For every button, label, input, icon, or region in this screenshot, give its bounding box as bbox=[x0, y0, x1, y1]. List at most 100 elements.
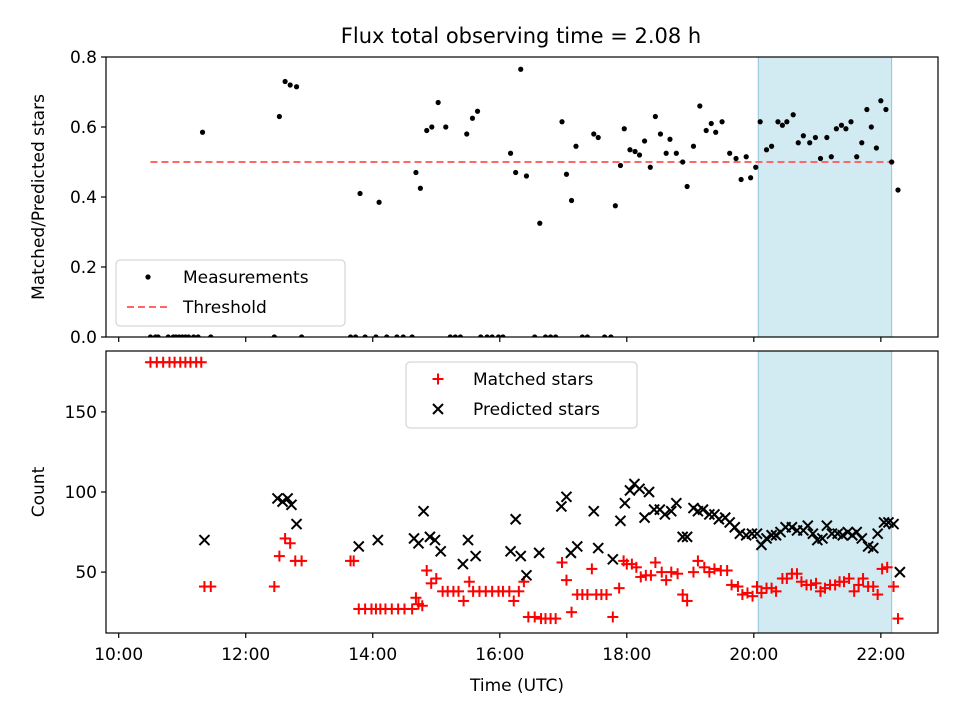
measurement-point bbox=[155, 334, 161, 337]
predicted-star-point bbox=[676, 531, 689, 543]
measurement-point bbox=[895, 187, 901, 193]
count-panel: 50 100 150 10:00 12:00 14:00 16:00 18:00 20:00 22… bbox=[29, 350, 939, 696]
predicted-star-point-b bbox=[670, 497, 683, 509]
y-axis-label: Matched/Predicted stars bbox=[29, 94, 49, 300]
measurement-point bbox=[833, 126, 839, 132]
predicted-star-point-b bbox=[887, 518, 900, 530]
measurement-point bbox=[547, 334, 554, 337]
predicted-star-point bbox=[276, 495, 289, 508]
legend-box bbox=[115, 259, 346, 327]
measurement-point bbox=[784, 119, 790, 125]
y-tick-label: 0.2 bbox=[70, 258, 97, 278]
predicted-star-point bbox=[837, 529, 849, 541]
predicted-star-point-b bbox=[619, 497, 631, 509]
y-tick-label: 50 bbox=[75, 563, 97, 583]
predicted-star-point-b bbox=[850, 526, 863, 538]
predicted-star-point bbox=[659, 508, 671, 521]
matched-star-point bbox=[195, 356, 207, 368]
measurement-point bbox=[601, 334, 608, 337]
measurement-point bbox=[513, 169, 519, 176]
predicted-star-point bbox=[434, 545, 447, 557]
measurement-point bbox=[775, 119, 781, 125]
matched-star-point bbox=[649, 557, 661, 568]
measurement-point bbox=[889, 159, 895, 165]
predicted-star-point bbox=[856, 532, 868, 545]
predicted-star-point-b bbox=[285, 499, 298, 511]
predicted-star-point bbox=[571, 540, 583, 553]
predicted-star-point bbox=[867, 542, 879, 554]
predicted-star-point-b bbox=[469, 550, 482, 562]
matched-star-point bbox=[508, 595, 520, 607]
measurement-point bbox=[663, 150, 669, 156]
predicted-star-point-b bbox=[882, 516, 895, 529]
measurement-point bbox=[185, 334, 192, 337]
measurement-point bbox=[708, 120, 714, 127]
x-tick-label: 20:00 bbox=[729, 645, 778, 665]
predicted-star-point bbox=[624, 484, 636, 497]
measurement-point bbox=[147, 334, 154, 337]
predicted-star-point bbox=[665, 505, 677, 517]
predicted-star-point bbox=[638, 511, 651, 524]
predicted-star-point-b bbox=[533, 547, 545, 559]
predicted-star-point-b bbox=[734, 527, 746, 540]
predicted-star-point-b bbox=[515, 550, 527, 562]
predicted-star-point-b bbox=[831, 527, 844, 540]
predicted-star-point bbox=[802, 519, 814, 532]
matched-star-point bbox=[770, 585, 782, 597]
measurement-point bbox=[523, 173, 530, 179]
predicted-star-point bbox=[619, 497, 631, 509]
predicted-star-point bbox=[878, 516, 890, 529]
measurement-point bbox=[667, 136, 673, 142]
matched-star-point bbox=[556, 557, 568, 568]
measurement-point bbox=[413, 169, 419, 176]
predicted-star-point-b bbox=[760, 532, 773, 545]
matched-star-point bbox=[656, 566, 668, 578]
predicted-star-point bbox=[412, 537, 425, 549]
measurement-point bbox=[384, 334, 390, 337]
matched-star-point bbox=[513, 585, 525, 597]
matched-star-point bbox=[284, 537, 296, 549]
predicted-star-point bbox=[703, 508, 716, 521]
matched-star-point bbox=[645, 569, 657, 581]
measurement-point bbox=[769, 143, 775, 149]
predicted-star-point bbox=[588, 505, 600, 517]
measurement-point bbox=[208, 334, 214, 337]
measurement-point bbox=[400, 334, 406, 337]
predicted-star-point-b bbox=[638, 511, 651, 524]
predicted-star-point bbox=[290, 518, 303, 530]
measurement-point bbox=[828, 154, 834, 160]
predicted-star-point bbox=[353, 540, 365, 553]
matched-star-point bbox=[550, 613, 562, 625]
measurement-point bbox=[443, 124, 449, 130]
measurement-point bbox=[859, 140, 865, 146]
measurement-point bbox=[424, 127, 430, 134]
matched-star-point bbox=[635, 571, 647, 583]
x-axis-label: Time (UTC) bbox=[469, 676, 564, 696]
measurement-point bbox=[612, 203, 618, 209]
measurement-point bbox=[727, 150, 733, 156]
measurement-point bbox=[848, 119, 854, 125]
measurement-point bbox=[790, 112, 796, 118]
predicted-star-point-b bbox=[894, 566, 906, 578]
measurement-point bbox=[165, 334, 171, 337]
measurement-point bbox=[457, 334, 463, 337]
legend-box bbox=[405, 361, 638, 429]
measurement-point bbox=[868, 124, 874, 130]
measurement-point bbox=[883, 106, 889, 113]
predicted-star-point-b bbox=[676, 531, 689, 543]
predicted-star-point bbox=[681, 531, 693, 543]
y-tick-label: 150 bbox=[65, 403, 97, 423]
predicted-star-point-b bbox=[633, 483, 646, 495]
predicted-star-point-b bbox=[665, 505, 677, 517]
x-tick-label: 18:00 bbox=[602, 645, 651, 665]
matched-star-point bbox=[692, 555, 704, 567]
matched-star-point bbox=[687, 566, 699, 578]
x-tick-label: 12:00 bbox=[221, 645, 270, 665]
predicted-star-point bbox=[271, 492, 284, 505]
measurement-point bbox=[489, 334, 495, 337]
matched-star-point bbox=[677, 589, 689, 601]
matched-star-point bbox=[747, 590, 759, 602]
matched-star-point bbox=[430, 573, 442, 585]
predicted-star-point-b bbox=[643, 486, 655, 498]
